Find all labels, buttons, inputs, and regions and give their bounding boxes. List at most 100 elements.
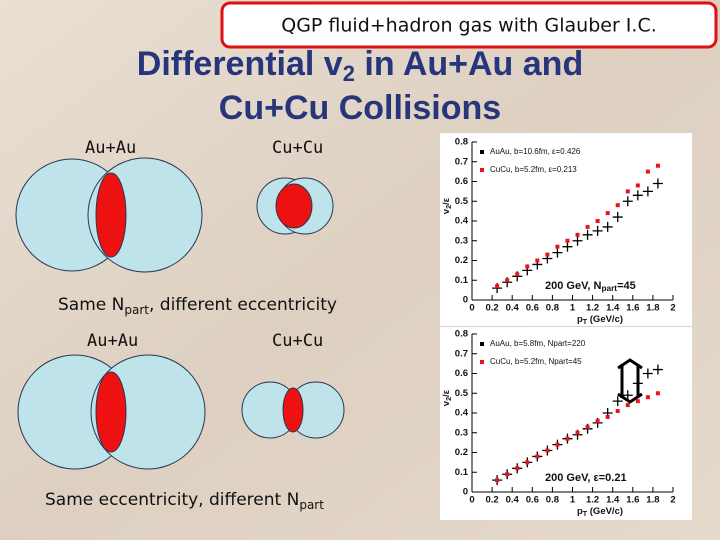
y-tick-label: 0 xyxy=(463,295,468,306)
data-point xyxy=(615,203,620,208)
caption: Same Npart, different eccentricity xyxy=(58,295,337,317)
y-tick-label: 0.6 xyxy=(455,368,468,379)
caption-text: Same N xyxy=(58,295,124,315)
legend-marker xyxy=(480,360,484,364)
text-part: 200 GeV, N xyxy=(545,280,602,292)
data-point xyxy=(495,284,500,289)
data-point xyxy=(652,178,663,189)
x-tick-label: 1.6 xyxy=(626,495,639,506)
data-point xyxy=(612,212,623,223)
data-point xyxy=(625,403,630,408)
data-point xyxy=(575,430,580,435)
data-point xyxy=(635,183,640,188)
y-tick-label: 0.7 xyxy=(455,348,468,359)
caption-text: Same eccentricity, different N xyxy=(45,490,299,510)
title-text: in Au+Au and xyxy=(355,45,583,83)
y-tick-label: 0.7 xyxy=(455,156,468,167)
title-line1: Differential v2 in Au+Au and xyxy=(137,45,583,86)
y-tick-label: 0.4 xyxy=(455,408,469,419)
caption-sub: part xyxy=(124,303,149,317)
y-tick-label: 0.2 xyxy=(455,447,468,458)
banner-box xyxy=(220,1,718,49)
subscript: 2 xyxy=(445,205,453,209)
data-point xyxy=(515,466,520,471)
data-point xyxy=(495,478,500,483)
data-point xyxy=(525,460,530,465)
y-tick-label: 0.3 xyxy=(455,427,468,438)
data-point xyxy=(642,186,653,197)
x-tick-label: 1.4 xyxy=(606,303,620,314)
data-point xyxy=(592,225,603,236)
x-tick-label: 0.6 xyxy=(526,303,539,314)
text-part: p xyxy=(577,314,583,325)
y-tick-label: 0.3 xyxy=(455,235,468,246)
overlap xyxy=(95,371,127,453)
x-tick-label: 0.2 xyxy=(485,495,498,506)
x-axis-label: pT (GeV/c) xyxy=(577,314,623,326)
text-part: v xyxy=(441,400,452,406)
y-tick-label: 0.4 xyxy=(455,216,469,227)
data-point xyxy=(565,238,570,243)
label: Cu+Cu xyxy=(272,138,323,158)
text-part: 200 GeV, ε=0.21 xyxy=(545,472,627,484)
x-tick-label: 0.6 xyxy=(526,495,539,506)
banner: QGP fluid+hadron gas with Glauber I.C. xyxy=(281,15,657,37)
data-point xyxy=(612,396,623,407)
data-point xyxy=(552,247,563,258)
x-tick-label: 1.8 xyxy=(646,303,659,314)
overlap xyxy=(282,387,304,433)
data-point xyxy=(595,219,600,223)
x-tick-label: 1.6 xyxy=(626,303,639,314)
legend-label: CuCu, b=5.2fm, ε=0.213 xyxy=(490,165,577,174)
subscript: part xyxy=(601,284,617,293)
title-text: Differential v xyxy=(137,45,343,83)
y-tick-label: 0.8 xyxy=(455,329,468,340)
data-point xyxy=(535,454,540,459)
data-point xyxy=(622,196,633,207)
x-tick-label: 1.2 xyxy=(586,303,599,314)
label: Au+Au xyxy=(87,331,138,351)
text-part: /ε xyxy=(441,197,452,205)
subscript: T xyxy=(583,510,588,518)
data-point xyxy=(505,472,510,477)
x-tick-label: 1.8 xyxy=(646,495,659,506)
x-tick-label: 0.8 xyxy=(546,495,559,506)
data-point xyxy=(645,169,650,174)
data-point xyxy=(602,221,613,232)
data-point xyxy=(572,235,583,246)
y-tick-label: 0.2 xyxy=(455,255,468,266)
data-point xyxy=(585,424,590,429)
y-axis-label: v2/ε xyxy=(441,197,453,214)
data-point xyxy=(545,448,550,453)
data-point xyxy=(562,241,573,252)
data-point xyxy=(652,364,663,375)
title-sub: 2 xyxy=(343,61,355,86)
data-point xyxy=(605,414,610,419)
data-point xyxy=(632,190,643,201)
x-tick-label: 1 xyxy=(570,495,576,506)
y-tick-label: 0.6 xyxy=(455,176,468,187)
legend-label: AuAu, b=10.6fm, ε=0.426 xyxy=(490,147,581,156)
overlap xyxy=(275,183,313,229)
data-point xyxy=(555,442,560,447)
y-tick-label: 0.5 xyxy=(455,196,469,207)
data-point xyxy=(575,232,580,237)
x-tick-label: 0.2 xyxy=(485,303,498,314)
data-point xyxy=(655,391,660,396)
annotation: 200 GeV, ε=0.21 xyxy=(545,472,627,484)
data-point xyxy=(525,264,530,269)
data-point xyxy=(605,211,610,216)
data-point xyxy=(505,278,510,283)
chart-panel xyxy=(440,133,692,326)
data-point xyxy=(595,418,600,423)
subscript: T xyxy=(583,318,588,326)
chart-panel xyxy=(440,327,692,520)
data-point xyxy=(655,163,660,168)
y-tick-label: 0.1 xyxy=(455,275,469,286)
x-tick-label: 2 xyxy=(670,495,675,506)
y-tick-label: 0 xyxy=(463,487,468,498)
y-tick-label: 0.8 xyxy=(455,137,468,148)
data-point xyxy=(642,368,653,379)
x-tick-label: 0.4 xyxy=(506,495,520,506)
